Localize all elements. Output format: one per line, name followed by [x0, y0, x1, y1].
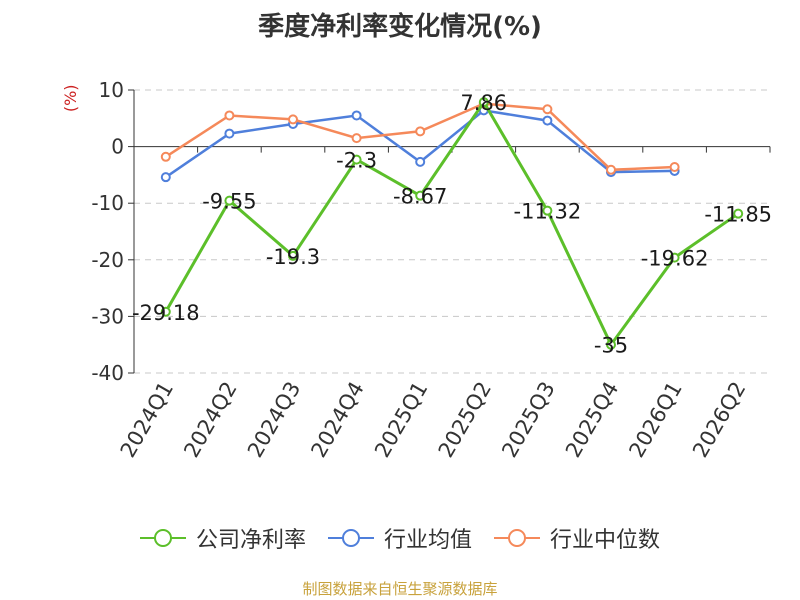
- chart-title: 季度净利率变化情况(%): [258, 12, 542, 42]
- series-0-point-8: [669, 252, 680, 263]
- data-label-8: -19.62: [641, 247, 709, 271]
- legend: 公司净利率 行业均值 行业中位数: [0, 522, 800, 554]
- legend-label-series-1: 行业均值: [383, 528, 472, 553]
- legend-item-series-0[interactable]: 公司净利率: [139, 522, 306, 554]
- series-layer: [160, 97, 744, 350]
- x-tick-label-4: 2025Q1: [370, 378, 432, 462]
- legend-swatch-series-1: [327, 529, 374, 547]
- y-tick-label-2: -10: [91, 191, 124, 215]
- series-1-point-4: [415, 156, 426, 167]
- y-axis-label: (%): [61, 84, 80, 112]
- series-2-point-0: [160, 151, 171, 162]
- series-2-point-4: [415, 126, 426, 137]
- y-tick-label-0: 10: [99, 78, 124, 102]
- series-1-point-3: [351, 110, 362, 121]
- source-note: 制图数据来自恒生聚源数据库: [302, 580, 498, 598]
- x-tick-label-3: 2024Q4: [306, 378, 368, 462]
- x-tick-label-7: 2025Q4: [561, 378, 623, 462]
- series-0-point-1: [224, 195, 235, 206]
- series-2-point-3: [351, 133, 362, 144]
- data-label-6: -11.32: [514, 200, 582, 224]
- grid-layer: [134, 89, 770, 374]
- series-0-point-3: [351, 154, 362, 165]
- x-tick-label-8: 2026Q1: [624, 378, 686, 462]
- y-tick-label-1: 0: [111, 135, 124, 159]
- x-tick-label-1: 2024Q2: [179, 378, 241, 462]
- y-tick-label-5: -40: [91, 361, 124, 385]
- legend-item-series-2[interactable]: 行业中位数: [494, 522, 660, 554]
- x-tick-label-2: 2024Q3: [243, 378, 305, 462]
- x-tick-label-5: 2025Q2: [434, 378, 496, 462]
- series-2-point-2: [288, 114, 298, 125]
- y-tick-label-4: -30: [91, 304, 124, 328]
- x-tick-label-6: 2025Q3: [497, 378, 559, 462]
- series-2-point-7: [606, 164, 616, 175]
- series-0-point-0: [160, 306, 171, 317]
- series-0-point-2: [288, 250, 298, 261]
- data-label-4: -8.67: [393, 185, 447, 209]
- legend-label-series-2: 行业中位数: [550, 528, 661, 553]
- data-label-3: -2.3: [336, 149, 377, 173]
- series-0-point-4: [415, 190, 426, 201]
- series-0-point-5: [478, 97, 489, 108]
- series-1-point-1: [224, 128, 235, 139]
- data-label-9: -11.85: [704, 203, 772, 227]
- data-label-5: 7.86: [460, 91, 507, 115]
- legend-swatch-series-2: [494, 529, 540, 547]
- data-label-7: -35: [594, 334, 628, 358]
- series-line-1: [165, 109, 675, 179]
- x-tick-label-9: 2026Q2: [688, 378, 750, 462]
- y-tick-label-3: -20: [91, 248, 124, 272]
- series-2-point-8: [669, 161, 680, 172]
- series-1-point-0: [160, 172, 171, 183]
- series-0-point-9: [733, 208, 744, 219]
- legend-item-series-1[interactable]: 行业均值: [327, 522, 472, 554]
- data-label-0: -29.18: [132, 301, 200, 325]
- data-label-2: -19.3: [266, 245, 320, 269]
- series-line-0: [164, 99, 740, 348]
- x-tick-label-0: 2024Q1: [116, 378, 178, 462]
- series-2-point-1: [224, 110, 235, 121]
- data-label-layer: -29.18 -9.55 -19.3 -2.3 -8.67 7.86 -11.32 -35 -1…: [132, 91, 772, 358]
- data-label-1: -9.55: [202, 190, 256, 214]
- series-2-point-6: [542, 104, 553, 115]
- legend-label-series-0: 公司净利率: [195, 528, 306, 553]
- series-1-point-6: [542, 115, 553, 126]
- legend-swatch-series-0: [139, 529, 186, 547]
- series-0-point-7: [606, 339, 616, 350]
- series-0-point-6: [542, 205, 553, 216]
